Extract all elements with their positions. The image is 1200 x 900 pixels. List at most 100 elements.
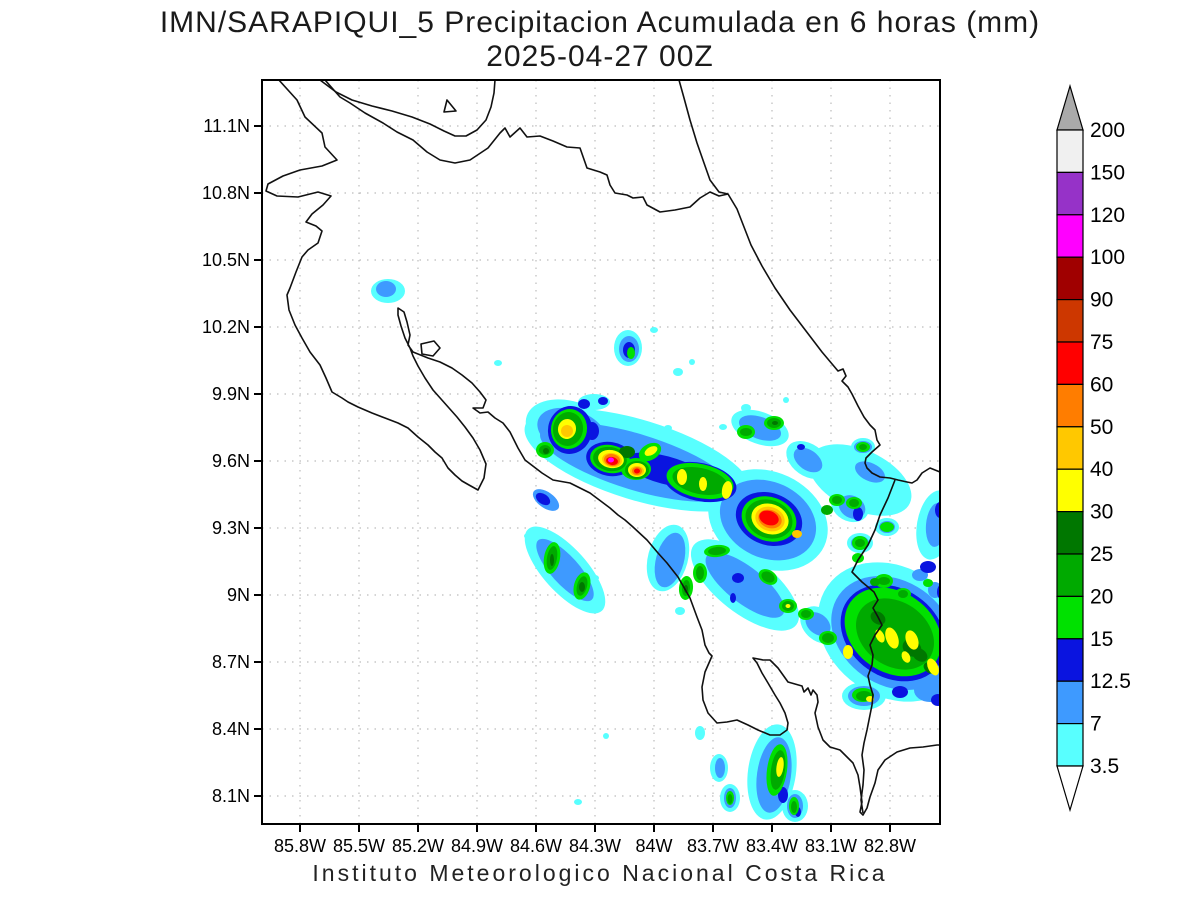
source-caption: Instituto Meteorologico Nacional Costa R… xyxy=(312,860,888,886)
precip-cell xyxy=(793,447,823,473)
colorbar-block xyxy=(1056,214,1084,258)
precip-cell xyxy=(543,448,549,454)
precip-cell xyxy=(759,510,779,526)
lake-island xyxy=(443,99,457,113)
precip-cell xyxy=(574,799,582,805)
y-axis-label: 9N xyxy=(227,585,250,605)
precip-cell xyxy=(708,546,726,556)
precip-cell xyxy=(776,757,784,777)
precip-cell xyxy=(923,579,933,587)
precip-cell xyxy=(931,694,940,706)
precip-cell xyxy=(859,592,871,602)
precip-cell xyxy=(603,733,609,739)
map-title: IMN/SARAPIQUI_5 Precipitacion Acumulada … xyxy=(159,6,1041,39)
precip-cell xyxy=(898,590,908,598)
precip-cell xyxy=(778,787,788,803)
map-frame xyxy=(261,79,941,825)
x-axis-label: 83.1W xyxy=(805,836,857,856)
colorbar-label: 7 xyxy=(1090,713,1102,736)
precip-cell xyxy=(822,633,834,643)
x-axis-label: 84.6W xyxy=(510,836,562,856)
precip-cell xyxy=(677,469,687,485)
precip-cell xyxy=(832,496,842,504)
x-axis-label: 84W xyxy=(635,836,672,856)
precip-cell xyxy=(684,585,688,593)
precip-cell xyxy=(585,422,599,440)
x-axis-label: 84.3W xyxy=(569,836,621,856)
precip-cell xyxy=(843,645,853,659)
precip-cell xyxy=(699,477,707,491)
colorbar: 200 150 120 100 90 75 60 50 40 30 25 20 15 12.5 7 3.5 xyxy=(1056,83,1131,813)
pacific-coast xyxy=(265,80,940,816)
colorbar-label: 3.5 xyxy=(1090,755,1119,778)
precip-cell xyxy=(870,578,880,586)
colorbar-label: 60 xyxy=(1090,373,1113,396)
y-axis-label: 9.3N xyxy=(212,518,250,538)
precip-cell xyxy=(901,651,911,663)
colorbar-block xyxy=(1056,383,1084,428)
y-axis-label: 9.9N xyxy=(212,384,250,404)
x-axis-label: 85.5W xyxy=(333,836,385,856)
x-axis-label: 82.8W xyxy=(864,836,916,856)
colorbar-block xyxy=(1056,722,1084,767)
precip-cell xyxy=(494,360,502,366)
precip-cell xyxy=(925,503,940,547)
y-axis-label: 10.5N xyxy=(202,250,250,270)
precip-cell xyxy=(732,573,744,583)
precip-cell xyxy=(741,404,751,412)
precip-cell xyxy=(604,413,612,419)
precip-cell xyxy=(855,539,865,547)
colorbar-label: 15 xyxy=(1090,628,1113,651)
colorbar-block xyxy=(1056,468,1084,513)
precip-cell xyxy=(719,424,727,430)
caribbean-coast xyxy=(678,80,940,484)
x-axis-label: 84.9W xyxy=(451,836,503,856)
precip-cell xyxy=(912,648,928,662)
precip-cell xyxy=(727,794,733,804)
precip-cell xyxy=(578,399,590,409)
colorbar-label: 12.5 xyxy=(1090,670,1131,693)
precip-cell xyxy=(849,499,859,507)
map-datetime: 2025-04-27 00Z xyxy=(486,40,714,73)
colorbar-label: 30 xyxy=(1090,501,1113,524)
y-axis-label: 9.6N xyxy=(212,451,250,471)
colorbar-label: 75 xyxy=(1090,331,1113,354)
precip-cell xyxy=(598,397,608,405)
precip-cell xyxy=(905,630,919,650)
precip-cell xyxy=(608,457,614,463)
precip-cell xyxy=(535,492,551,506)
precip-cell xyxy=(853,507,863,521)
precip-cell xyxy=(696,566,704,580)
precip-cell xyxy=(892,686,908,698)
coastlines xyxy=(265,80,940,816)
precip-cell xyxy=(634,468,640,474)
y-axis-label: 10.8N xyxy=(202,183,250,203)
precip-cell xyxy=(644,446,658,456)
x-axis-label: 85.2W xyxy=(392,836,444,856)
precipitation-shading xyxy=(371,279,940,822)
precip-cell xyxy=(561,425,573,437)
precip-cell xyxy=(705,552,785,618)
axes: 11.1N 10.8N 10.5N 10.2N 9.9N 9.6N 9.3N 9N 8.7N 8.… xyxy=(202,116,916,856)
x-axis-label: 83.7W xyxy=(687,836,739,856)
precip-cell xyxy=(673,368,683,376)
y-axis-label: 8.1N xyxy=(212,786,250,806)
colorbar-block xyxy=(1056,171,1084,216)
colorbar-block xyxy=(1056,638,1084,682)
colorbar-label: 100 xyxy=(1090,246,1125,269)
precip-cell xyxy=(740,428,752,436)
precip-cell xyxy=(797,444,805,450)
precip-cell xyxy=(721,481,733,499)
colorbar-block xyxy=(1056,680,1084,725)
x-axis-label: 83.4W xyxy=(746,836,798,856)
y-axis-label: 10.2N xyxy=(202,317,250,337)
precip-cell xyxy=(654,532,686,588)
precip-cell xyxy=(591,575,599,581)
colorbar-block xyxy=(1056,341,1084,386)
y-axis-label: 8.4N xyxy=(212,719,250,739)
y-axis-label: 8.7N xyxy=(212,652,250,672)
precip-cell xyxy=(664,425,672,431)
precip-cell xyxy=(783,397,789,403)
